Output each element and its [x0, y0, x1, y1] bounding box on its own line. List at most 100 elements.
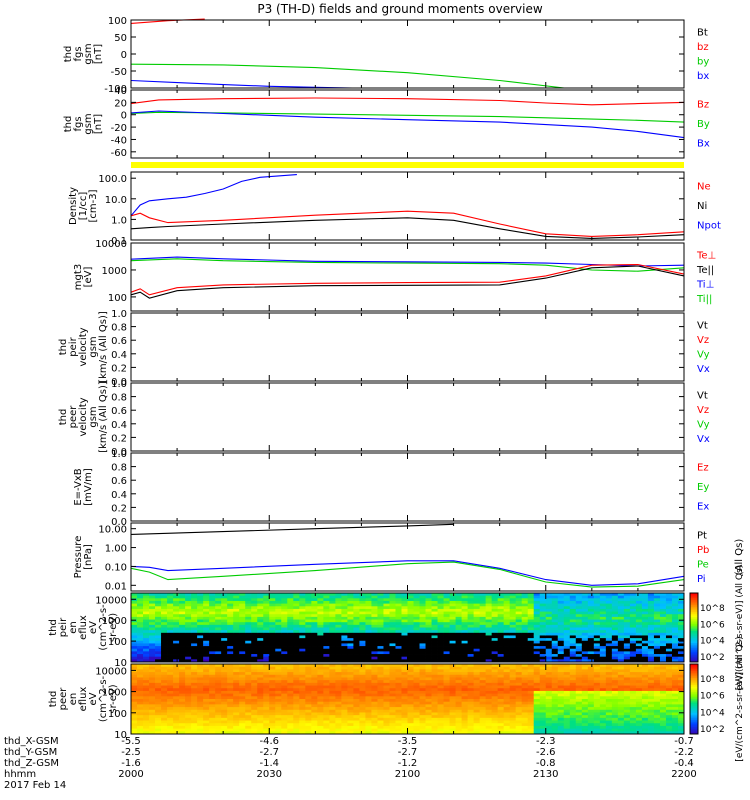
heatmap-cell [305, 606, 312, 610]
heatmap-cell [539, 680, 547, 684]
heatmap-cell [155, 608, 162, 612]
heatmap-cell [563, 622, 571, 626]
heatmap-cell [539, 699, 547, 703]
heatmap-cell [263, 717, 270, 721]
heatmap-cell [173, 619, 180, 623]
heatmap-cell [473, 674, 481, 678]
heatmap-cell [383, 728, 390, 732]
heatmap-cell [539, 682, 547, 686]
heatmap-cell [599, 666, 607, 670]
heatmap-cell [599, 701, 607, 705]
heatmap-cell [365, 651, 372, 655]
heatmap-cell [575, 598, 583, 602]
heatmap-cell [419, 696, 426, 700]
heatmap-cell [269, 659, 276, 663]
heatmap-cell [437, 643, 444, 647]
y-axis-label-line: E=-VxB [73, 468, 84, 505]
heatmap-cell [143, 619, 150, 623]
heatmap-cell [461, 614, 469, 618]
heatmap-cell [185, 630, 192, 634]
heatmap-cell [581, 677, 589, 681]
heatmap-cell [149, 603, 156, 607]
heatmap-cell [203, 693, 210, 697]
heatmap-cell [455, 680, 462, 684]
heatmap-cell [647, 638, 655, 642]
heatmap-cell [449, 723, 456, 727]
heatmap-cell [473, 611, 481, 615]
heatmap-cell [521, 656, 529, 660]
heatmap-cell [257, 654, 264, 658]
heatmap-cell [659, 638, 667, 642]
heatmap-cell [521, 666, 529, 670]
heatmap-cell [587, 595, 595, 599]
heatmap-cell [311, 666, 318, 670]
heatmap-cell [305, 640, 312, 644]
heatmap-cell [479, 704, 487, 708]
heatmap-cell [551, 654, 559, 658]
heatmap-cell [587, 656, 595, 660]
heatmap-cell [293, 656, 300, 660]
heatmap-cell [485, 643, 493, 647]
heatmap-cell [641, 606, 649, 610]
heatmap-cell [299, 672, 306, 676]
heatmap-cell [137, 717, 144, 721]
heatmap-cell [479, 603, 487, 607]
heatmap-cell [407, 709, 414, 713]
heatmap-cell [599, 608, 607, 612]
heatmap-cell [551, 656, 559, 660]
heatmap-cell [545, 651, 553, 655]
heatmap-cell [551, 664, 559, 668]
heatmap-cell [551, 715, 559, 719]
heatmap-cell [593, 680, 601, 684]
heatmap-cell [341, 632, 348, 636]
heatmap-cell [275, 616, 282, 620]
heatmap-cell [335, 688, 342, 692]
heatmap-cell [593, 648, 601, 652]
y-tick-label: -60 [111, 148, 127, 159]
heatmap-cell [497, 664, 505, 668]
heatmap-cell [185, 674, 192, 678]
heatmap-cell [311, 682, 318, 686]
heatmap-cell [359, 674, 366, 678]
heatmap-cell [143, 608, 150, 612]
heatmap-cell [161, 646, 168, 650]
heatmap-cell [551, 717, 559, 721]
heatmap-cell [173, 688, 180, 692]
heatmap-cell [335, 638, 342, 642]
colorbar-swatch [690, 630, 698, 634]
heatmap-cell [269, 728, 276, 732]
y-tick-label: -100 [104, 84, 127, 95]
heatmap-cell [203, 672, 210, 676]
heatmap-cell [419, 693, 426, 697]
heatmap-cell [203, 728, 210, 732]
heatmap-cell [287, 630, 294, 634]
heatmap-cell [389, 680, 396, 684]
heatmap-cell [173, 600, 180, 605]
heatmap-cell [491, 611, 499, 615]
heatmap-cell [425, 646, 432, 650]
heatmap-cell [401, 632, 408, 636]
heatmap-cell [671, 654, 679, 658]
heatmap-cell [215, 600, 222, 605]
heatmap-cell [269, 595, 276, 599]
heatmap-cell [251, 635, 258, 639]
heatmap-cell [437, 728, 444, 732]
heatmap-cell [335, 659, 342, 663]
heatmap-cell [377, 674, 384, 678]
heatmap-cell [167, 723, 174, 727]
heatmap-cell [503, 616, 511, 620]
heatmap-cell [299, 619, 306, 623]
heatmap-cell [407, 630, 414, 634]
heatmap-cell [137, 600, 144, 605]
heatmap-cell [485, 712, 493, 716]
heatmap-cell [677, 624, 685, 628]
heatmap-cell [329, 690, 336, 695]
heatmap-cell [323, 614, 330, 618]
colorbar-swatch [690, 608, 698, 611]
heatmap-cell [161, 630, 168, 634]
heatmap-cell [575, 595, 583, 599]
heatmap-cell [473, 725, 481, 730]
heatmap-cell [419, 701, 426, 705]
heatmap-cell [149, 646, 156, 650]
heatmap-cell [413, 728, 420, 732]
